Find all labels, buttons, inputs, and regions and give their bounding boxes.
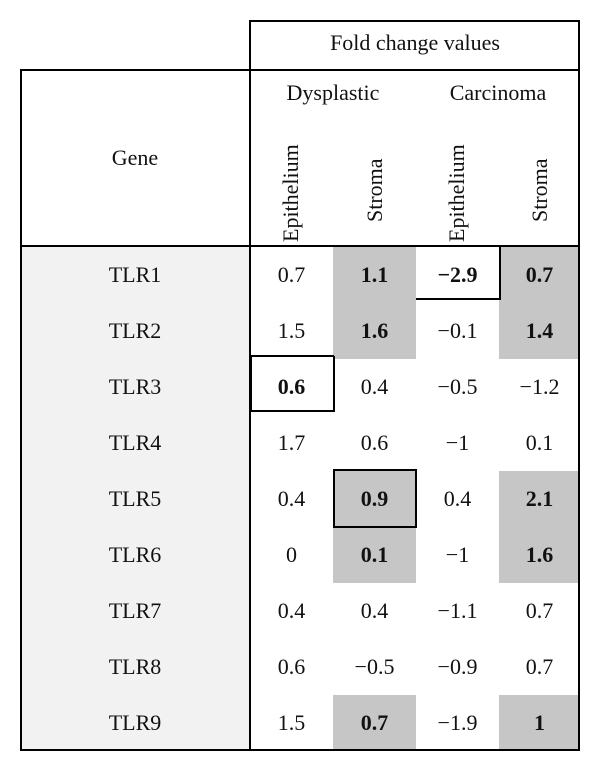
- box-line-tlr5-bottom: [333, 526, 417, 528]
- value-cell: 0.4: [277, 486, 306, 511]
- box-line-tlr5-top: [333, 469, 417, 471]
- table-row: TLR1 0.7 1.1 −2.9 0.7: [20, 247, 580, 303]
- value-cell: −0.5: [437, 374, 478, 399]
- box-line-tlr1-right: [416, 298, 500, 300]
- value-cell: 0.4: [360, 598, 389, 623]
- box-line-tlr5-right: [415, 469, 417, 528]
- value-cell: 0.7: [333, 695, 416, 751]
- table-row: TLR2 1.5 1.6 −0.1 1.4: [20, 303, 580, 359]
- column-header-dysplastic-epithelium: Epithelium: [278, 144, 303, 242]
- gene-cell: TLR8: [108, 654, 162, 679]
- gene-cell: TLR9: [108, 710, 162, 735]
- value-cell: 0.6: [360, 430, 389, 455]
- value-cell: 1.1: [333, 247, 416, 303]
- group-header-dysplastic: Dysplastic: [286, 80, 380, 105]
- gene-cell: TLR6: [108, 542, 162, 567]
- box-line-tlr3-right: [333, 356, 335, 412]
- value-cell: 0.7: [525, 598, 554, 623]
- column-header-carcinoma-epithelium: Epithelium: [444, 144, 469, 242]
- value-cell: −1: [445, 430, 470, 455]
- gene-column-header: Gene: [111, 145, 159, 170]
- box-line-tlr3-top: [250, 355, 334, 357]
- box-line-tlr5-left: [333, 469, 335, 528]
- value-cell: 1.6: [333, 303, 416, 359]
- value-cell: 0.7: [499, 247, 580, 303]
- value-cell: −2.9: [437, 262, 478, 287]
- value-cell: −0.1: [437, 318, 478, 343]
- border-left: [20, 70, 22, 751]
- group-header-carcinoma: Carcinoma: [449, 80, 547, 105]
- column-header-carcinoma-stroma: Stroma: [527, 158, 552, 222]
- value-cell: 0.4: [443, 486, 472, 511]
- border-title-bottom: [20, 69, 580, 71]
- value-cell: 0.7: [525, 654, 554, 679]
- border-bottom: [20, 749, 580, 751]
- value-cell: −0.9: [437, 654, 478, 679]
- table-row: TLR8 0.6 −0.5 −0.9 0.7: [20, 639, 580, 695]
- table-row: TLR4 1.7 0.6 −1 0.1: [20, 415, 580, 471]
- value-cell: −1: [445, 542, 470, 567]
- value-cell: 0: [286, 542, 297, 567]
- gene-cell: TLR5: [108, 486, 162, 511]
- border-header-bottom: [20, 245, 580, 247]
- table-row: TLR7 0.4 0.4 −1.1 0.7: [20, 583, 580, 639]
- column-header-dysplastic-stroma: Stroma: [362, 158, 387, 222]
- value-cell: 1.4: [499, 303, 580, 359]
- box-line-tlr3-bottom: [250, 410, 334, 412]
- value-cell: 2.1: [499, 471, 580, 527]
- value-cell: 1.5: [277, 710, 306, 735]
- box-line-tlr1-right-vertical: [499, 247, 501, 300]
- value-cell: −0.5: [354, 654, 395, 679]
- gene-column-background: [20, 247, 250, 751]
- value-cell: 0.1: [525, 430, 554, 455]
- value-cell: 0.9: [333, 471, 416, 527]
- table-row: TLR6 0 0.1 −1 1.6: [20, 527, 580, 583]
- value-cell: −1.9: [437, 710, 478, 735]
- value-cell: −1.1: [437, 598, 478, 623]
- box-line-tlr3-left: [250, 356, 252, 412]
- table-row: TLR5 0.4 0.9 0.4 2.1: [20, 471, 580, 527]
- value-cell: 0.7: [277, 262, 306, 287]
- value-cell: 1: [499, 695, 580, 751]
- gene-cell: TLR3: [108, 374, 162, 399]
- value-cell: 1.7: [277, 430, 306, 455]
- value-cell: 0.4: [360, 374, 389, 399]
- gene-cell: TLR4: [108, 430, 162, 455]
- gene-cell: TLR2: [108, 318, 162, 343]
- gene-cell: TLR1: [108, 262, 162, 287]
- table-title: Fold change values: [330, 30, 500, 55]
- value-cell: 0.6: [277, 654, 306, 679]
- value-cell: 0.4: [277, 598, 306, 623]
- border-top: [249, 20, 580, 22]
- value-cell: 1.6: [499, 527, 580, 583]
- value-cell: 1.5: [277, 318, 306, 343]
- value-cell: 0.6: [277, 374, 306, 399]
- value-cell: 0.1: [333, 527, 416, 583]
- border-right: [578, 20, 580, 751]
- table-row: TLR9 1.5 0.7 −1.9 1: [20, 695, 580, 751]
- gene-cell: TLR7: [108, 598, 162, 623]
- table-row: TLR3 0.6 0.4 −0.5 −1.2: [20, 359, 580, 415]
- value-cell: −1.2: [519, 374, 560, 399]
